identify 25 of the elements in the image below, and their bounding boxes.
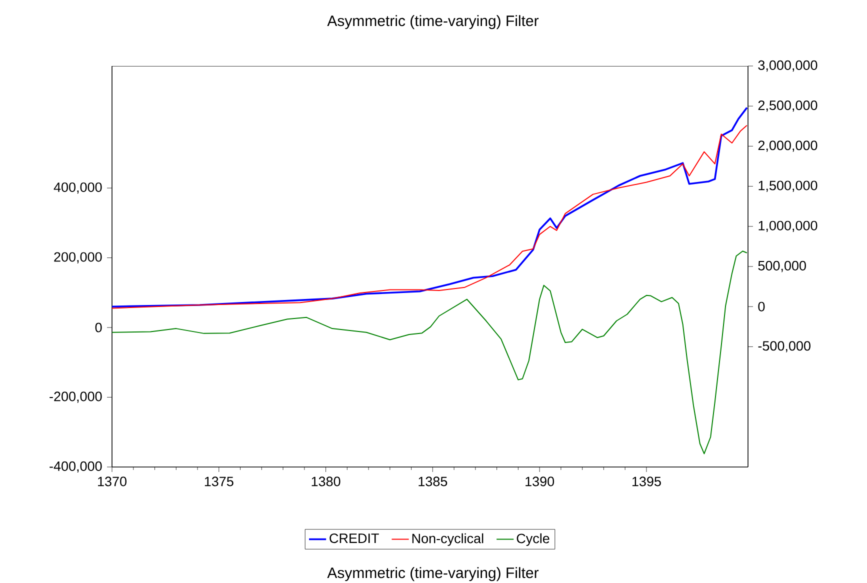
chart-title: Asymmetric (time-varying) Filter (327, 15, 539, 30)
y-tick-label: 0 (95, 322, 102, 332)
y2-tick-label: 3,000,000 (758, 60, 818, 72)
x-tick-label: 1385 (418, 476, 448, 486)
y-tick-label: -200,000 (50, 392, 102, 403)
x-tick-label: 1380 (312, 476, 340, 486)
y2-tick-label: 0 (758, 302, 765, 312)
text: Asymmetric (time-varying) Filter (327, 567, 539, 582)
legend-label: Non-cyclical (412, 533, 484, 546)
y2-tick-label: 1,500,000 (758, 180, 818, 192)
legend-label: Cycle (516, 533, 550, 546)
x-tick-label: 1375 (204, 476, 234, 486)
y2-tick-label: -500,000 (758, 341, 810, 352)
y-tick-label: 400,000 (54, 182, 102, 194)
line-series (112, 250, 748, 454)
y-tick-label: -400,000 (50, 461, 102, 473)
y2-tick-label: 2,500,000 (758, 100, 818, 112)
y2-tick-label: 1,000,000 (758, 220, 818, 232)
x-tick-label: 1390 (526, 476, 554, 486)
y2-tick-label: 2,000,000 (758, 140, 818, 152)
x-tick-label: 1395 (632, 476, 661, 486)
x-tick-label: 1370 (98, 476, 126, 486)
y-tick-label: 200,000 (54, 252, 102, 264)
legend-label: CREDIT (330, 534, 379, 544)
y2-tick-label: 500,000 (758, 260, 806, 272)
